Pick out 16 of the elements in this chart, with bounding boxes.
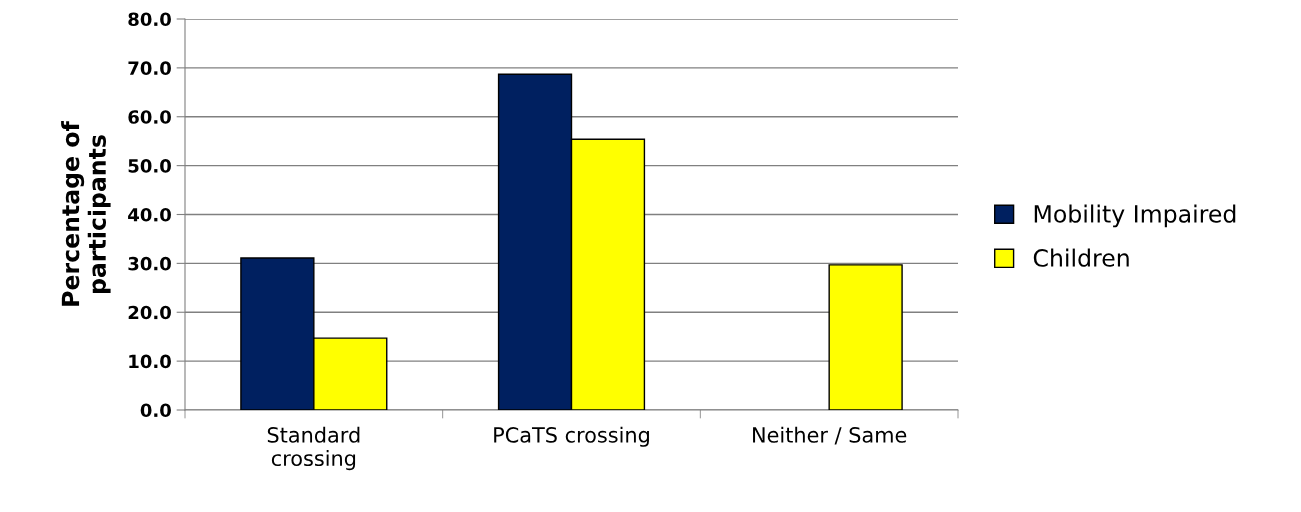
y-axis-title: Percentage of participants — [61, 120, 111, 306]
y-tick-label: 0.0 — [140, 403, 171, 418]
y-tick-label: 10.0 — [129, 354, 171, 369]
legend-label: Mobility Impaired — [1034, 204, 1236, 228]
y-tick-label: 40.0 — [128, 207, 171, 222]
x-tick-label: Neither / Same — [753, 426, 907, 445]
y-tick-label: 20.0 — [128, 305, 171, 320]
y-tick-label: 80.0 — [128, 12, 171, 27]
bar — [828, 264, 903, 410]
x-tick-label: Standard crossing — [267, 426, 360, 471]
y-tick-label: 60.0 — [128, 110, 171, 124]
y-tick-label: 50.0 — [128, 159, 171, 173]
y-tick-label: 30.0 — [128, 256, 171, 271]
x-tick-label: PCaTS crossing — [494, 426, 649, 447]
y-tick-label: 70.0 — [128, 61, 171, 75]
legend-label: Children — [1033, 248, 1129, 267]
